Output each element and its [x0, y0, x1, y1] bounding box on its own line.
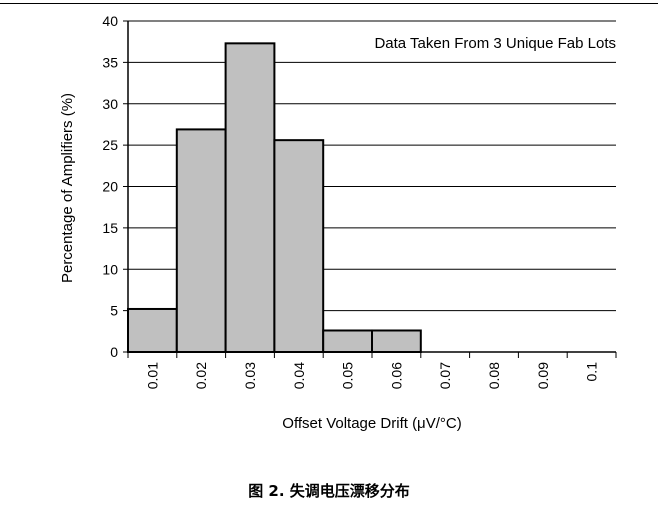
x-tick-label: 0.09: [535, 362, 551, 389]
x-axis-title: Offset Voltage Drift (μV/°C): [282, 415, 461, 432]
y-tick-label: 15: [102, 220, 118, 236]
x-tick-label: 0.03: [242, 362, 258, 389]
bar-0.06: [371, 329, 422, 353]
figure-caption: 图 2. 失调电压漂移分布: [248, 482, 410, 500]
y-tick-label: 10: [102, 261, 118, 277]
y-tick-label: 25: [102, 137, 118, 153]
chart-annotation: Data Taken From 3 Unique Fab Lots: [374, 35, 616, 52]
x-tick-label: 0.08: [486, 362, 502, 389]
x-tick-label: 0.06: [388, 362, 404, 389]
top-rule: [0, 3, 658, 4]
tick-labels: 0 5 10 15 20 25 30 35 40 0.01 0.02 0.03 0.04 0.05 0.06…: [102, 13, 599, 389]
x-tick-label: 0.07: [437, 362, 453, 389]
y-tick-label: 0: [110, 344, 118, 360]
y-tick-label: 35: [102, 54, 118, 70]
bar-0.02: [175, 128, 227, 353]
x-tick-label: 0.01: [144, 362, 160, 389]
x-tick-label: 0.05: [340, 362, 356, 389]
x-tick-label: 0.04: [291, 362, 307, 389]
y-tick-label: 40: [102, 13, 118, 29]
bar-0.03: [224, 42, 276, 353]
x-tick-label: 0.1: [584, 362, 600, 382]
bar-0.04: [273, 139, 325, 353]
bars: [127, 42, 422, 353]
x-tick-label: 0.02: [193, 362, 209, 389]
y-axis-title: Percentage of Amplifiers (%): [59, 93, 76, 283]
y-tick-label: 30: [102, 96, 118, 112]
histogram-chart: 0 5 10 15 20 25 30 35 40 0.01 0.02 0.03 0.04 0.05 0.06…: [59, 13, 617, 432]
y-tick-label: 5: [110, 303, 118, 319]
bar-0.01: [127, 307, 178, 353]
bar-0.05: [322, 329, 374, 353]
axes: [123, 20, 617, 358]
y-tick-label: 20: [102, 179, 118, 195]
